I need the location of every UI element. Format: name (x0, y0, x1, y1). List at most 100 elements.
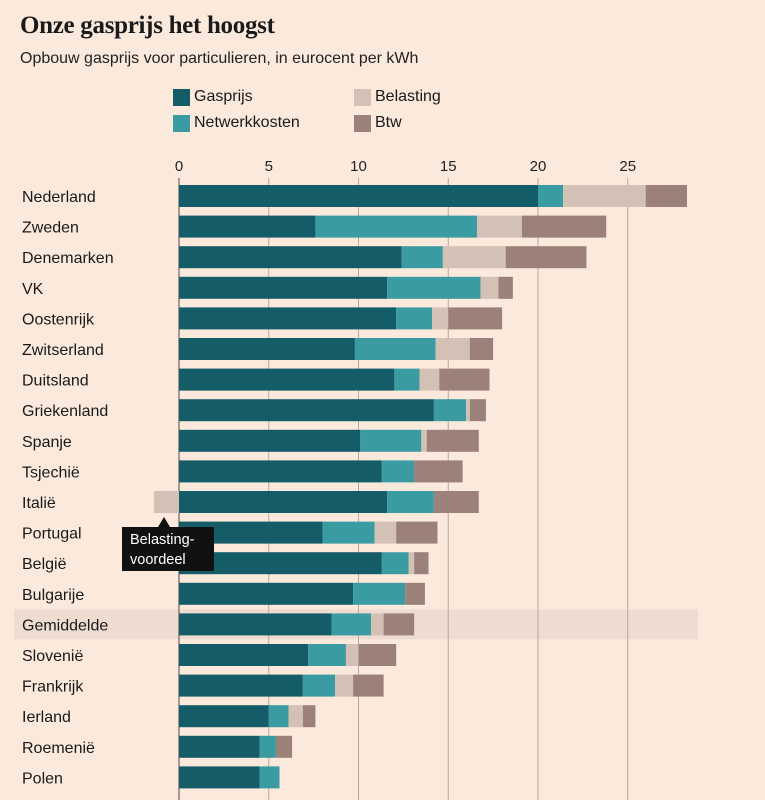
bar-duitsland-gasprijs (179, 368, 395, 391)
bar-bulgarije-netwerkkosten (353, 582, 406, 605)
category-label-nederland: Nederland (22, 189, 96, 206)
bar-polen-gasprijs (179, 766, 260, 789)
bar-denemarken-netwerkkosten (401, 246, 443, 269)
category-label-denemarken: Denemarken (22, 250, 114, 267)
bar-ierland-btw (302, 705, 316, 728)
x-tick-label-25: 25 (619, 158, 636, 175)
bar-roemenie-netwerkkosten (259, 735, 276, 758)
bar-tsjechie-gasprijs (179, 460, 382, 483)
bar-slovenie-btw (358, 644, 397, 666)
bar-duitsland-belasting (419, 368, 440, 391)
callout-line-2: voordeel (130, 552, 186, 568)
bar-italie-netwerkkosten (387, 491, 434, 513)
bar-italie-belasting (153, 491, 179, 513)
category-label-bulgarije: Bulgarije (22, 587, 84, 604)
bar-frankrijk-netwerkkosten (302, 674, 336, 697)
x-tick-label-15: 15 (440, 158, 457, 175)
category-label-polen: Polen (22, 770, 63, 787)
bar-oostenrijk-netwerkkosten (396, 307, 433, 330)
bar-griekenland-netwerkkosten (433, 399, 467, 422)
x-tick-label-20: 20 (530, 158, 547, 175)
category-label-zwitserland: Zwitserland (22, 342, 104, 359)
bar-duitsland-netwerkkosten (394, 368, 420, 391)
bar-vk-netwerkkosten (387, 276, 481, 299)
bar-gemiddelde-belasting (371, 613, 384, 636)
bar-roemenie-btw (275, 735, 293, 758)
legend-swatch-btw (354, 114, 371, 132)
bar-zwitserland-netwerkkosten (354, 338, 436, 360)
bar-spanje-gasprijs (179, 429, 361, 452)
bar-zweden-gasprijs (179, 215, 316, 238)
bar-duitsland-btw (439, 368, 490, 391)
bar-gemiddelde-btw (383, 613, 415, 636)
bar-frankrijk-gasprijs (179, 674, 303, 697)
bar-tsjechie-btw (414, 460, 463, 483)
bar-griekenland-gasprijs (179, 399, 434, 422)
bar-ierland-gasprijs (179, 705, 269, 728)
bar-griekenland-btw (469, 399, 486, 422)
bar-zweden-btw (521, 215, 607, 238)
bar-zwitserland-btw (469, 338, 494, 360)
category-label-belgie: België (22, 556, 67, 573)
category-label-vk: VK (22, 281, 44, 298)
bar-ierland-netwerkkosten (268, 705, 289, 728)
legend-swatch-gasprijs (173, 88, 190, 106)
callout-line-1: Belasting- (130, 532, 195, 548)
bar-bulgarije-gasprijs (179, 582, 354, 605)
bar-zweden-belasting (476, 215, 522, 238)
bar-nederland-btw (645, 185, 687, 207)
bar-frankrijk-btw (353, 674, 384, 697)
legend-label-btw: Btw (375, 114, 402, 131)
bar-roemenie-gasprijs (179, 735, 260, 758)
bar-polen-netwerkkosten (259, 766, 280, 789)
bar-oostenrijk-btw (448, 307, 503, 330)
category-label-tsjechie: Tsjechië (22, 464, 80, 481)
category-label-roemenie: Roemenië (22, 740, 95, 757)
bar-nederland-netwerkkosten (538, 185, 564, 207)
legend-label-belasting: Belasting (375, 88, 441, 105)
bar-nederland-gasprijs (179, 185, 538, 207)
bar-slovenie-gasprijs (179, 644, 309, 666)
bar-vk-belasting (480, 276, 499, 299)
x-tick-label-10: 10 (350, 158, 367, 175)
bar-portugal-btw (396, 521, 438, 544)
callout-belastingvoordeel: Belasting- voordeel (122, 527, 214, 571)
category-label-frankrijk: Frankrijk (22, 679, 84, 696)
bar-griekenland-belasting (466, 399, 470, 422)
bar-oostenrijk-gasprijs (179, 307, 397, 330)
category-label-slovenie: Slovenië (22, 648, 83, 665)
bar-tsjechie-netwerkkosten (381, 460, 415, 483)
category-label-oostenrijk: Oostenrijk (22, 311, 95, 328)
bar-vk-btw (498, 276, 513, 299)
category-label-gemiddelde: Gemiddelde (22, 617, 108, 634)
category-label-zweden: Zweden (22, 220, 79, 237)
bar-belgie-netwerkkosten (381, 552, 409, 575)
legend-label-netwerkkosten: Netwerkkosten (194, 114, 300, 131)
legend-item-netwerkkosten: Netwerkkosten (173, 114, 300, 132)
bar-spanje-btw (426, 429, 479, 452)
category-label-italie: Italië (22, 495, 56, 512)
bar-denemarken-gasprijs (179, 246, 402, 269)
bar-belgie-gasprijs (179, 552, 382, 575)
legend-item-btw: Btw (354, 114, 402, 132)
legend-label-gasprijs: Gasprijs (194, 88, 253, 105)
category-label-portugal: Portugal (22, 526, 82, 543)
callout-pointer (158, 517, 170, 527)
bar-frankrijk-belasting (335, 674, 354, 697)
bar-bulgarije-btw (405, 582, 425, 605)
bar-slovenie-belasting (345, 644, 359, 666)
category-label-spanje: Spanje (22, 434, 72, 451)
category-label-griekenland: Griekenland (22, 403, 108, 420)
bar-italie-gasprijs (179, 491, 388, 513)
bar-belgie-btw (414, 552, 429, 575)
bar-spanje-belasting (421, 429, 427, 452)
bar-belgie-belasting (408, 552, 415, 575)
bar-gemiddelde-gasprijs (179, 613, 332, 636)
x-tick-label-5: 5 (265, 158, 273, 175)
bar-zweden-netwerkkosten (315, 215, 477, 238)
bar-gemiddelde-netwerkkosten (331, 613, 372, 636)
bar-ierland-belasting (288, 705, 303, 728)
bar-vk-gasprijs (179, 276, 388, 299)
chart-subtitle: Opbouw gasprijs voor particulieren, in e… (20, 50, 419, 67)
